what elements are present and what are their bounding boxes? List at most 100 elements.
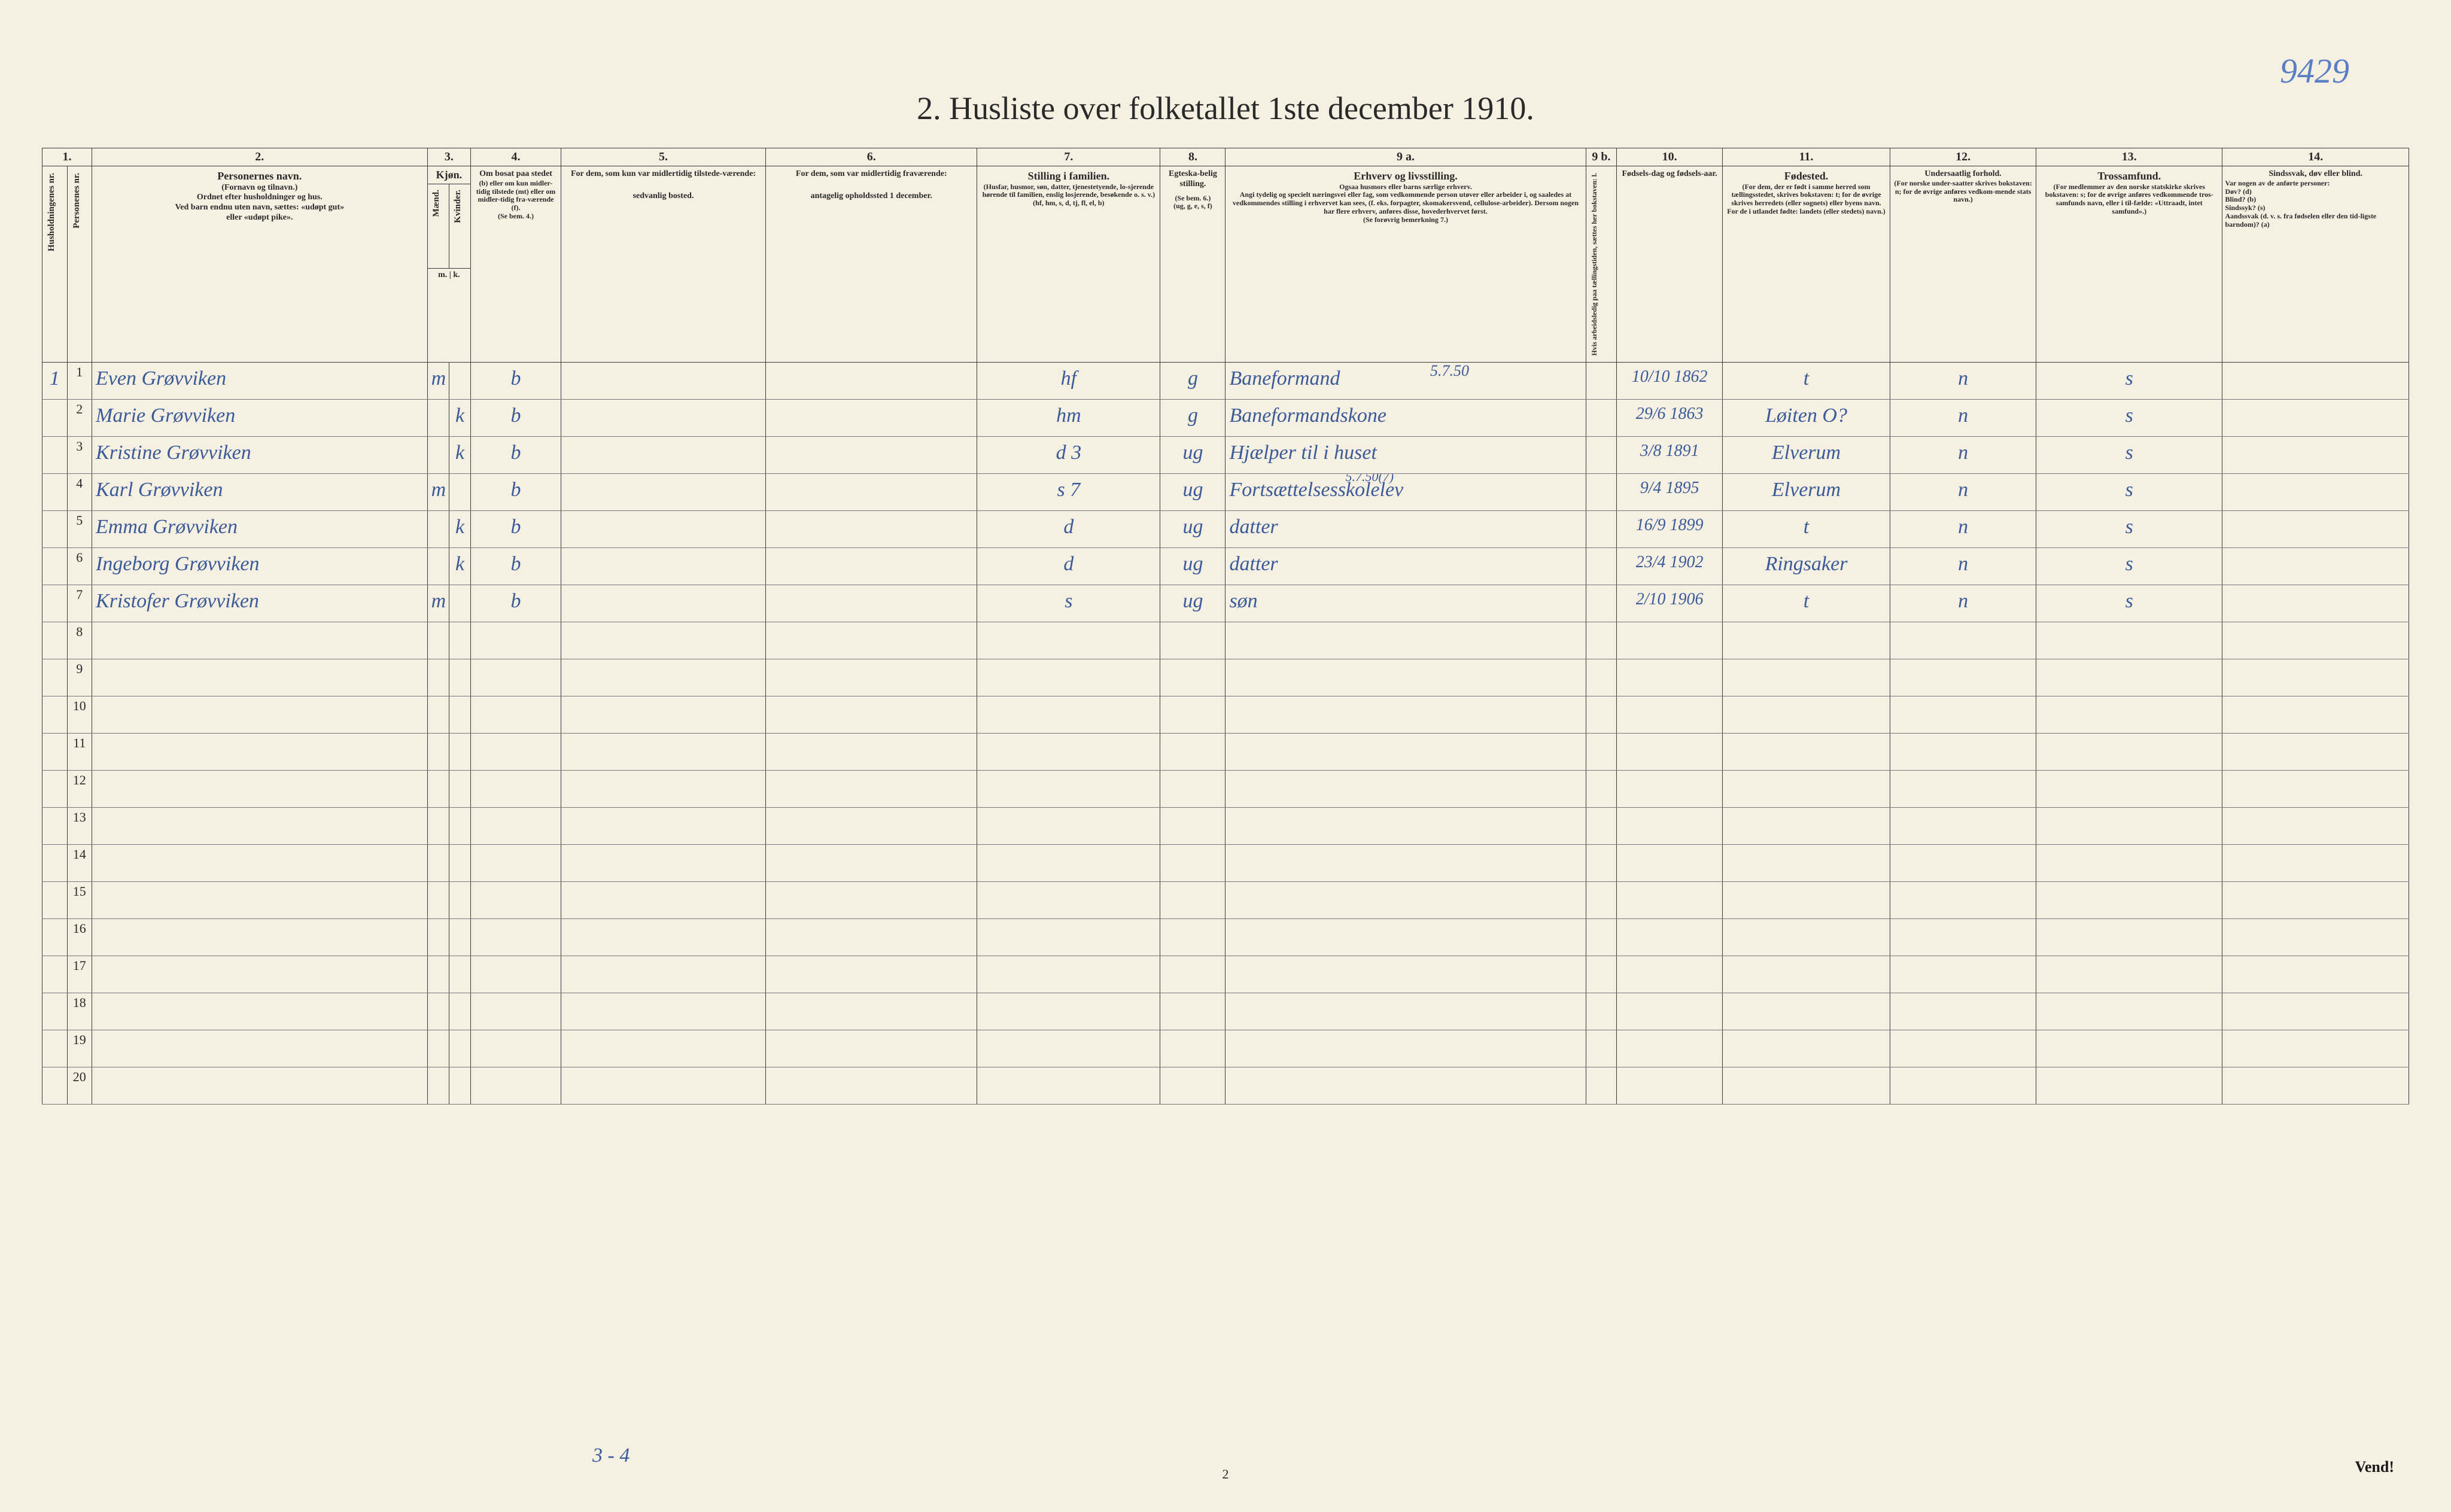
cell-empty xyxy=(92,882,428,919)
corner-annotation: 9429 xyxy=(2280,51,2349,91)
cell-empty xyxy=(2222,882,2409,919)
cell-empty xyxy=(766,993,977,1030)
cell-birthdate: 29/6 1863 xyxy=(1617,400,1722,437)
cell-family-pos: hf xyxy=(977,363,1160,400)
cell-empty xyxy=(1160,659,1226,696)
cell-empty xyxy=(1586,845,1617,882)
cell-person-nr: 5 xyxy=(67,511,92,548)
cell-empty xyxy=(1586,771,1617,808)
cell-sex-k: k xyxy=(449,511,470,548)
cell-temp-absent xyxy=(766,548,977,585)
cell-empty xyxy=(92,845,428,882)
col-num-8: 8. xyxy=(1160,148,1226,166)
cell-empty xyxy=(766,845,977,882)
cell-empty xyxy=(1722,622,1890,659)
cell-empty xyxy=(561,622,766,659)
cell-empty xyxy=(1890,808,2036,845)
cell-residence: b xyxy=(471,585,561,622)
column-number-row: 1. 2. 3. 4. 5. 6. 7. 8. 9 a. 9 b. 10. 11… xyxy=(42,148,2409,166)
cell-empty xyxy=(42,956,68,993)
cell-religion: s xyxy=(2036,400,2222,437)
cell-empty xyxy=(1226,771,1586,808)
cell-person-nr: 6 xyxy=(67,548,92,585)
cell-empty xyxy=(42,845,68,882)
cell-empty xyxy=(977,1030,1160,1067)
cell-empty xyxy=(42,1030,68,1067)
cell-empty xyxy=(1722,919,1890,956)
cell-empty xyxy=(92,956,428,993)
cell-empty xyxy=(42,993,68,1030)
cell-family-pos: s xyxy=(977,585,1160,622)
cell-empty xyxy=(1722,993,1890,1030)
cell-empty xyxy=(2036,696,2222,734)
cell-occupation: Hjælper til i huset xyxy=(1226,437,1586,474)
cell-person-nr: 14 xyxy=(67,845,92,882)
cell-empty xyxy=(1890,845,2036,882)
cell-household-nr xyxy=(42,400,68,437)
cell-person-nr: 20 xyxy=(67,1067,92,1105)
page-title: 2. Husliste over folketallet 1ste decemb… xyxy=(42,90,2409,127)
cell-household-nr xyxy=(42,437,68,474)
cell-empty xyxy=(1160,1030,1226,1067)
cell-marital: ug xyxy=(1160,474,1226,511)
cell-household-nr xyxy=(42,474,68,511)
cell-empty xyxy=(1890,659,2036,696)
cell-occupation: Fortsættelsesskolelev5.7.50(7) xyxy=(1226,474,1586,511)
cell-sex-m xyxy=(427,511,449,548)
footer-annotation: 3 - 4 xyxy=(592,1444,630,1467)
cell-person-nr: 9 xyxy=(67,659,92,696)
cell-disability xyxy=(2222,363,2409,400)
cell-person-nr: 18 xyxy=(67,993,92,1030)
cell-person-nr: 4 xyxy=(67,474,92,511)
cell-temp-absent xyxy=(766,511,977,548)
cell-empty xyxy=(1617,1030,1722,1067)
cell-birthdate: 9/4 1895 xyxy=(1617,474,1722,511)
cell-unemployed xyxy=(1586,363,1617,400)
hdr-marital: Egteska-belig stilling. (Se bem. 6.) (ug… xyxy=(1160,166,1226,363)
cell-empty xyxy=(42,622,68,659)
col-num-1: 1. xyxy=(42,148,92,166)
cell-empty xyxy=(449,1030,470,1067)
cell-person-nr: 17 xyxy=(67,956,92,993)
cell-religion: s xyxy=(2036,437,2222,474)
col-num-13: 13. xyxy=(2036,148,2222,166)
cell-birthdate: 2/10 1906 xyxy=(1617,585,1722,622)
cell-empty xyxy=(92,1030,428,1067)
cell-sex-m: m xyxy=(427,585,449,622)
cell-marital: ug xyxy=(1160,548,1226,585)
table-row: 5Emma Grøvvikenkbdugdatter16/9 1899tns xyxy=(42,511,2409,548)
cell-nationality: n xyxy=(1890,474,2036,511)
cell-empty xyxy=(561,734,766,771)
cell-empty xyxy=(1160,993,1226,1030)
cell-empty xyxy=(1226,1030,1586,1067)
table-row-empty: 20 xyxy=(42,1067,2409,1105)
cell-birthplace: Elverum xyxy=(1722,474,1890,511)
cell-empty xyxy=(1160,956,1226,993)
cell-empty xyxy=(427,845,449,882)
cell-empty xyxy=(42,1067,68,1105)
cell-empty xyxy=(449,622,470,659)
cell-empty xyxy=(1890,1030,2036,1067)
cell-empty xyxy=(449,956,470,993)
cell-empty xyxy=(1160,734,1226,771)
cell-family-pos: hm xyxy=(977,400,1160,437)
cell-sex-m xyxy=(427,437,449,474)
cell-empty xyxy=(1890,956,2036,993)
cell-empty xyxy=(561,659,766,696)
col-num-10: 10. xyxy=(1617,148,1722,166)
cell-sex-m xyxy=(427,548,449,585)
cell-empty xyxy=(449,659,470,696)
cell-disability xyxy=(2222,437,2409,474)
cell-empty xyxy=(1722,734,1890,771)
cell-empty xyxy=(1586,734,1617,771)
cell-empty xyxy=(2036,919,2222,956)
cell-empty xyxy=(2036,1030,2222,1067)
cell-occupation: datter xyxy=(1226,511,1586,548)
cell-empty xyxy=(1617,919,1722,956)
cell-marital: ug xyxy=(1160,585,1226,622)
cell-sex-k: k xyxy=(449,548,470,585)
cell-empty xyxy=(92,771,428,808)
cell-family-pos: d xyxy=(977,548,1160,585)
cell-empty xyxy=(471,622,561,659)
cell-empty xyxy=(2222,845,2409,882)
